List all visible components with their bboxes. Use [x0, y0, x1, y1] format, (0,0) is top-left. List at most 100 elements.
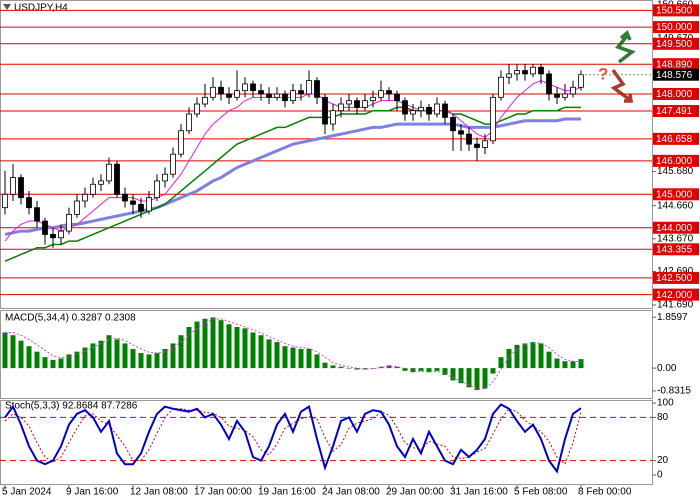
level-label: 148.890	[656, 59, 693, 70]
candle-body	[50, 234, 56, 239]
macd-bar	[546, 351, 552, 369]
x-tick-label: 24 Jan 08:00	[322, 487, 380, 498]
candle-body	[202, 96, 208, 105]
annotation: ?	[598, 64, 608, 83]
macd-bar	[490, 368, 496, 374]
x-tick-label: 9 Jan 16:00	[66, 487, 119, 498]
candle-body	[290, 90, 296, 102]
macd-bar	[514, 344, 520, 369]
candle-body	[274, 93, 280, 98]
x-tick-label: 8 Feb 00:00	[578, 487, 632, 498]
candle-body	[210, 86, 216, 98]
candle-body	[482, 140, 488, 148]
moving-average	[4, 117, 581, 236]
level-label-box	[653, 132, 699, 145]
stoch-d	[4, 408, 582, 466]
macd-bar	[34, 351, 40, 369]
level-label-box	[653, 104, 699, 117]
macd-bar	[258, 335, 264, 369]
candle-body	[418, 106, 424, 112]
candle-body	[26, 197, 32, 209]
macd-bar	[42, 357, 48, 369]
macd-bar	[202, 318, 208, 369]
candle-body	[306, 80, 312, 95]
macd-signal	[5, 318, 582, 390]
macd-bar	[2, 332, 8, 369]
level-label-box	[653, 37, 699, 50]
macd-title: MACD(5,34,4) 0.3287 0.2308	[5, 313, 136, 324]
macd-bar	[338, 366, 344, 369]
level-label: 147.491	[656, 106, 693, 117]
level-label-box	[653, 271, 699, 284]
candle-body	[162, 173, 168, 182]
macd-bar	[138, 353, 144, 369]
macd-bar	[442, 368, 448, 375]
macd-bar	[506, 348, 512, 369]
candle-body	[578, 74, 584, 88]
macd-bar	[130, 348, 136, 369]
macd-bar	[50, 359, 56, 369]
level-label-box	[653, 221, 699, 234]
stoch-k	[4, 403, 582, 474]
candle-body	[178, 130, 184, 155]
candle-body	[226, 93, 232, 98]
level-label: 150.000	[656, 22, 693, 33]
candle-body	[98, 180, 104, 185]
macd-bar	[18, 340, 24, 369]
macd-bar	[426, 368, 432, 373]
macd-bar	[90, 343, 96, 369]
candle-body	[378, 90, 384, 98]
last-price-box	[653, 68, 699, 81]
candle-body	[426, 106, 432, 115]
macd-bar	[234, 326, 240, 369]
candle-body	[122, 193, 128, 202]
candle-body	[450, 116, 456, 132]
y-tick-label: 0	[657, 470, 663, 481]
macd-bar	[474, 368, 480, 391]
candle-body	[466, 133, 472, 145]
x-tick-label: 31 Jan 16:00	[450, 487, 508, 498]
candle-body	[546, 73, 552, 95]
y-tick-label: -0.8315	[657, 386, 691, 397]
macd-bar	[186, 326, 192, 369]
macd-bar	[162, 348, 168, 369]
candle-body	[554, 93, 560, 98]
candle-body	[402, 100, 408, 115]
macd-bar	[418, 368, 424, 371]
candle-body	[514, 70, 520, 75]
up-arrow	[615, 30, 636, 64]
macd-bar	[330, 365, 336, 369]
macd-bar	[210, 317, 216, 369]
macd-bar	[82, 347, 88, 369]
level-label-box	[653, 4, 699, 17]
macd-bar	[226, 324, 232, 369]
level-label: 150.500	[656, 6, 693, 17]
macd-bar	[58, 358, 64, 369]
x-tick-label: 5 Feb 08:00	[514, 487, 568, 498]
candle-body	[234, 90, 240, 98]
main-panel-frame	[0, 0, 653, 309]
macd-bar	[466, 368, 472, 388]
candle-body	[106, 163, 112, 182]
macd-bar	[498, 357, 504, 369]
y-tick-label: 145.680	[657, 166, 694, 177]
x-tick-label: 29 Jan 00:00	[386, 487, 444, 498]
macd-bar	[290, 347, 296, 369]
x-tick-label: 19 Jan 16:00	[258, 487, 316, 498]
y-tick-label: 80	[657, 412, 669, 423]
candle-body	[266, 93, 272, 98]
macd-bar	[306, 348, 312, 369]
macd-bar	[250, 332, 256, 369]
candle-body	[58, 230, 64, 239]
macd-bar	[386, 365, 392, 369]
candle-body	[338, 103, 344, 112]
candle-body	[298, 90, 304, 95]
macd-bar	[570, 361, 576, 369]
candle-body	[394, 93, 400, 102]
macd-bar	[242, 328, 248, 369]
macd-bar	[410, 368, 416, 373]
last-price-label: 148.576	[656, 70, 693, 81]
candle-body	[250, 83, 256, 92]
macd-bar	[554, 358, 560, 369]
macd-bar	[194, 321, 200, 369]
